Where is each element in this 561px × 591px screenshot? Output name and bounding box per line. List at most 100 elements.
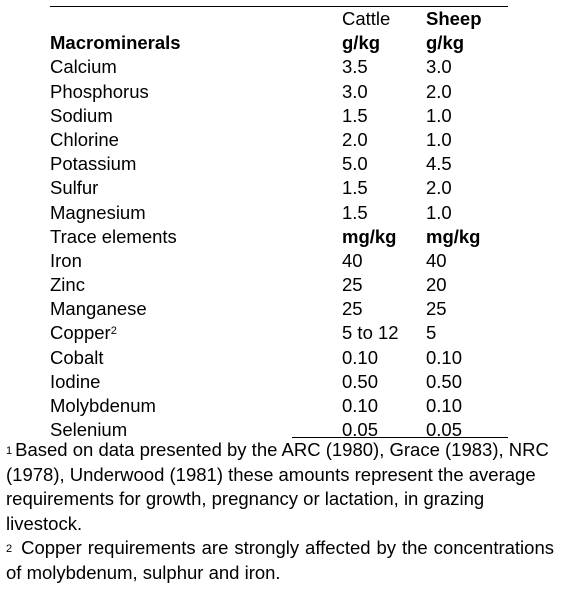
sheep-value: 25 [426, 298, 447, 320]
cattle-value: 25 [342, 274, 363, 296]
table-row: Sulfur 1.5 2.0 [50, 176, 508, 200]
row-label: Trace elements [50, 225, 177, 249]
cattle-value: 3.5 [342, 56, 368, 78]
cattle-value: 3.0 [342, 80, 368, 102]
cattle-value: 40 [342, 249, 363, 271]
table-row: Sodium 1.5 1.0 [50, 104, 508, 128]
row-label: Molybdenum [50, 394, 156, 418]
table-row: Manganese 25 25 [50, 297, 508, 321]
sheep-value: 4.5 [426, 153, 452, 175]
footnote-mark: 1 [6, 445, 13, 457]
footnote-mark: 2 [6, 543, 13, 555]
table-row: Magnesium 1.5 1.0 [50, 201, 508, 225]
header-sheep: Sheep [426, 8, 482, 29]
row-label: Cobalt [50, 346, 103, 370]
table-body: Macrominerals g/kg g/kg Calcium 3.5 3.0 Phosph… [50, 31, 508, 442]
row-label: Zinc [50, 273, 85, 297]
table-row: Iodine 0.50 0.50 [50, 370, 508, 394]
cattle-value: 1.5 [342, 201, 368, 223]
row-label: Macrominerals [50, 31, 181, 55]
row-label: Selenium [50, 418, 127, 442]
row-label: Sulfur [50, 176, 98, 200]
footnote-text: Based on data presented by the ARC (1980… [6, 439, 549, 534]
cattle-value: 0.05 [342, 419, 379, 441]
sheep-value: 0.50 [426, 370, 463, 392]
row-label-text: Zinc [50, 274, 85, 296]
row-label: Magnesium [50, 201, 146, 225]
sheep-value: 5 [426, 322, 437, 344]
sheep-value: 2.0 [426, 80, 452, 102]
table-row: Trace elements mg/kg mg/kg [50, 225, 508, 249]
table-row: Selenium 0.05 0.05 [50, 418, 508, 442]
row-label: Chlorine [50, 128, 119, 152]
sheep-value: 20 [426, 274, 447, 296]
table-row: Iron 40 40 [50, 249, 508, 273]
row-label: Sodium [50, 104, 113, 128]
row-label: Iron [50, 249, 82, 273]
sheep-value: 0.10 [426, 395, 463, 416]
table-bottom-rule [292, 437, 508, 438]
cattle-value: 0.10 [342, 395, 379, 416]
row-label-text: Potassium [50, 153, 137, 175]
row-label: Potassium [50, 152, 136, 176]
footnote-text: Copper requirements are strongly affecte… [6, 537, 554, 583]
row-label-text: Iron [50, 249, 82, 271]
row-label-text: Sulfur [50, 177, 99, 199]
sheep-value: 2.0 [426, 177, 452, 199]
row-label-text: Trace elements [50, 225, 177, 247]
row-label: Manganese [50, 297, 147, 321]
row-label: Phosphorus [50, 80, 149, 104]
row-label: Iodine [50, 370, 100, 394]
header-cattle: Cattle [342, 8, 391, 29]
cattle-value: mg/kg [342, 225, 397, 247]
row-label: Calcium [50, 55, 117, 79]
table-row: Macrominerals g/kg g/kg [50, 31, 508, 55]
cattle-value: 0.50 [342, 370, 379, 392]
table-header-row: Cattle Sheep [50, 7, 508, 31]
cattle-value: 5.0 [342, 153, 368, 175]
table-row: Chlorine 2.0 1.0 [50, 128, 508, 152]
sheep-value: 0.10 [426, 346, 463, 368]
row-label-text: Iodine [50, 370, 101, 392]
sheep-value: 1.0 [426, 128, 452, 150]
sheep-value: 40 [426, 249, 447, 271]
cattle-value: 25 [342, 298, 363, 320]
row-label-text: Manganese [50, 298, 147, 320]
table-row: Cobalt 0.10 0.10 [50, 346, 508, 370]
mineral-requirements-table: Cattle Sheep Macrominerals g/kg g/kg Calciu… [50, 6, 508, 442]
cattle-value: 1.5 [342, 177, 368, 199]
row-label-text: Molybdenum [50, 395, 156, 416]
footnotes: 1 Based on data presented by the ARC (198… [6, 438, 554, 585]
row-label: Copper2 [50, 321, 117, 345]
row-label-text: Sodium [50, 104, 113, 126]
row-label-text: Copper [50, 322, 111, 344]
cattle-value: 1.5 [342, 104, 368, 126]
table-row: Phosphorus 3.0 2.0 [50, 80, 508, 104]
table-row: Calcium 3.5 3.0 [50, 55, 508, 79]
table-row: Molybdenum 0.10 0.10 [50, 394, 508, 418]
row-label-text: Cobalt [50, 346, 104, 368]
cattle-value: 5 to 12 [342, 322, 399, 344]
sheep-value: 0.05 [426, 419, 463, 441]
row-label-text: Magnesium [50, 201, 146, 223]
footnote-1: 1 Based on data presented by the ARC (198… [6, 438, 554, 536]
row-label-text: Calcium [50, 56, 117, 78]
row-label-text: Selenium [50, 419, 128, 441]
table-row: Potassium 5.0 4.5 [50, 152, 508, 176]
cattle-value: 0.10 [342, 346, 379, 368]
sheep-value: 3.0 [426, 56, 452, 78]
table-row: Copper2 5 to 12 5 [50, 321, 508, 345]
cattle-value: 2.0 [342, 128, 368, 150]
row-label-text: Chlorine [50, 128, 119, 150]
footnote-reference: 2 [110, 325, 117, 338]
cattle-value: g/kg [342, 32, 381, 54]
sheep-value: mg/kg [426, 225, 481, 247]
sheep-value: g/kg [426, 32, 465, 54]
row-label-text: Phosphorus [50, 80, 149, 102]
footnote-2: 2 Copper requirements are strongly affec… [6, 536, 554, 585]
sheep-value: 1.0 [426, 201, 452, 223]
table-row: Zinc 25 20 [50, 273, 508, 297]
row-label-text: Macrominerals [50, 32, 181, 54]
sheep-value: 1.0 [426, 104, 452, 126]
